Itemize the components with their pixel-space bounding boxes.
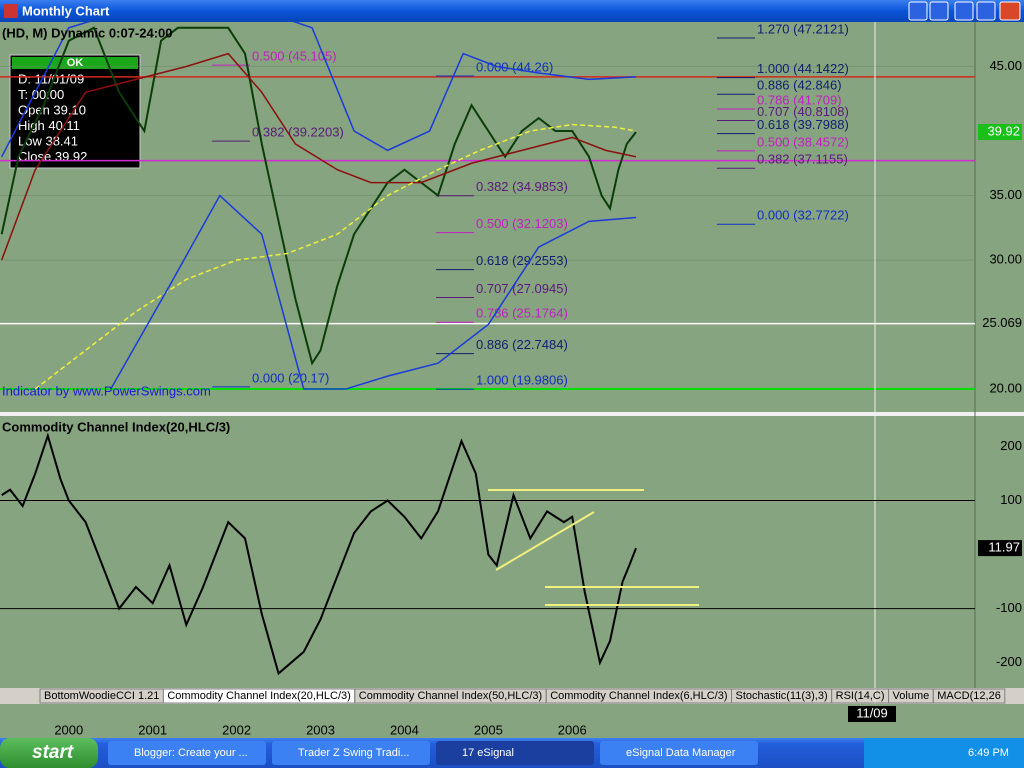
data-box-line: T: 00:00: [18, 87, 64, 102]
system-tray: [864, 738, 1024, 768]
y-tick-label: 30.00: [989, 251, 1022, 266]
indicator-tab[interactable]: Stochastic(11(3),3): [736, 690, 828, 702]
fib-label: 0.786 (25.1764): [476, 306, 568, 321]
fib-label: 1.270 (47.2121): [757, 21, 849, 36]
fib-label: 0.500 (38.4572): [757, 134, 849, 149]
fib-label: 0.618 (29.2553): [476, 253, 568, 268]
data-box-line: Close 39.92: [18, 149, 87, 164]
series-line: [34, 123, 637, 390]
x-tick-label: 2001: [138, 722, 167, 737]
data-box-line: High 40.11: [18, 118, 80, 133]
y-tick-label: 20.00: [989, 380, 1022, 395]
fib-label: 0.500 (45.105): [252, 49, 337, 64]
start-button[interactable]: [0, 738, 98, 768]
price-panel: [0, 22, 1024, 412]
y-tick-label: 45.00: [989, 58, 1022, 73]
drawn-trendline: [495, 511, 595, 571]
last-value: 11.97: [988, 540, 1020, 555]
fib-label: 0.500 (32.1203): [476, 216, 568, 231]
restore-button[interactable]: [976, 1, 996, 21]
series-line: [1, 432, 637, 676]
series-line: [1, 22, 637, 158]
series-line: [0, 52, 637, 261]
y-tick-label: 35.00: [989, 187, 1022, 202]
fib-label: 0.000 (44.26): [476, 59, 553, 74]
fib-label: 0.382 (37.1155): [757, 152, 848, 167]
maximize-button[interactable]: [929, 1, 949, 21]
y-tick-label: 100: [1000, 492, 1022, 507]
fib-label: 0.000 (20.17): [252, 370, 329, 385]
annotation: Indicator by www.PowerSwings.com: [2, 383, 211, 398]
series-line: [110, 194, 637, 390]
fib-label: 1.000 (19.9806): [476, 373, 568, 388]
indicator-tab[interactable]: Commodity Channel Index(50,HLC/3): [359, 690, 542, 702]
indicator-tab[interactable]: BottomWoodieCCI 1.21: [44, 690, 159, 702]
x-tick-label: 2003: [306, 722, 335, 737]
fib-label: 0.707 (27.0945): [476, 281, 568, 296]
taskbar-button-label: 17 eSignal: [462, 747, 514, 759]
indicator-tab[interactable]: Commodity Channel Index(6,HLC/3): [550, 690, 727, 702]
start-label: start: [32, 742, 74, 763]
clock: 6:49 PM: [968, 747, 1009, 759]
min-button[interactable]: [954, 1, 974, 21]
tab-border: [932, 688, 1006, 704]
taskbar-button[interactable]: [600, 741, 758, 765]
series-line: [0, 26, 637, 366]
taskbar-button[interactable]: [108, 741, 266, 765]
taskbar-button[interactable]: [272, 741, 430, 765]
y-tick-label: 25.069: [982, 315, 1022, 330]
fib-label: 0.000 (32.7722): [757, 208, 849, 223]
title-bar: [0, 0, 1024, 22]
last-value-bg: [978, 124, 1022, 141]
indicator-tab[interactable]: Commodity Channel Index(20,HLC/3): [167, 690, 350, 702]
indicator-tab[interactable]: MACD(12,26: [937, 690, 1001, 702]
app-icon: [4, 4, 18, 18]
cursor-label-bg: [848, 706, 896, 722]
plot-area: 0.500 (45.105) 0.382 (39.2203) 0.000 (20.1…: [0, 21, 975, 391]
x-tick-label: 2000: [54, 722, 83, 737]
panel-title: (HD, M) Dynamic 0:07-24:00: [2, 25, 173, 40]
data-box-line: Low 38.41: [18, 133, 78, 148]
x-tick-label: 2002: [222, 722, 251, 737]
y-tick-label: 200: [1000, 438, 1022, 453]
plot-area: [0, 432, 975, 676]
data-box-line: D: 11/01/09: [18, 71, 84, 86]
taskbar-button-label: eSignal Data Manager: [626, 747, 736, 759]
x-tick-label: 2005: [474, 722, 503, 737]
panel-title: Commodity Channel Index(20,HLC/3): [2, 419, 230, 434]
last-value-bg: [978, 540, 1022, 557]
fib-label: 0.786 (41.709): [757, 92, 842, 107]
panel-separator: [0, 412, 1024, 416]
fib-label: 0.618 (39.7988): [757, 117, 849, 132]
cursor-label: 11/09: [856, 705, 888, 720]
fib-label: 0.382 (34.9853): [476, 179, 568, 194]
taskbar-button[interactable]: [436, 741, 594, 765]
fib-label: 0.886 (22.7484): [476, 337, 568, 352]
window-title: Monthly Chart: [22, 3, 110, 18]
close-button[interactable]: [999, 1, 1021, 21]
indicator-tab[interactable]: Volume: [893, 690, 930, 702]
fib-label: 1.000 (44.1422): [757, 61, 849, 76]
data-box-line: Open 39.10: [18, 102, 86, 117]
minimize-button[interactable]: [908, 1, 928, 21]
fib-label: 0.382 (39.2203): [252, 125, 344, 140]
data-box-status: OK: [67, 57, 84, 69]
x-tick-label: 2006: [558, 722, 587, 737]
fib-label: 0.707 (40.8108): [757, 104, 849, 119]
last-value: 39.92: [987, 123, 1020, 138]
y-tick-label: -100: [996, 600, 1022, 615]
data-box: [9, 54, 141, 169]
fib-label: 0.886 (42.846): [757, 78, 842, 93]
taskbar-button-label: Trader Z Swing Tradi...: [298, 747, 409, 759]
cci-panel: [0, 416, 1024, 688]
y-tick-label: -200: [996, 654, 1022, 669]
indicator-tab[interactable]: RSI(14,C): [836, 690, 885, 702]
taskbar-button-label: Blogger: Create your ...: [134, 747, 248, 759]
x-tick-label: 2004: [390, 722, 419, 737]
